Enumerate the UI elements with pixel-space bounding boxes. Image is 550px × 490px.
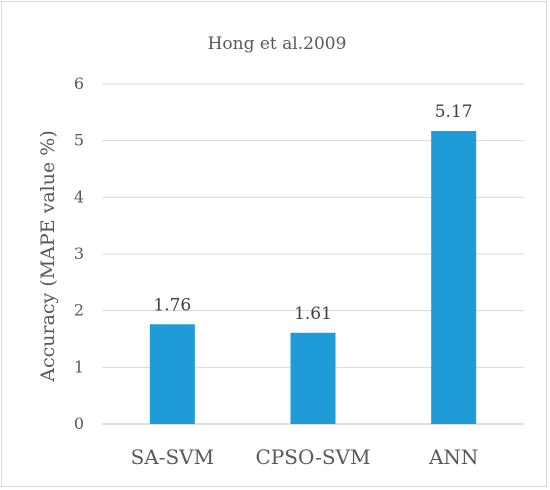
bar-cpso-svm (290, 332, 336, 424)
y-tick-label-3: 3 (74, 244, 84, 263)
bars: 1.76 SA-SVM 1.61 CPSO-SVM 5.17 ANN (131, 102, 479, 469)
y-axis-label: Accuracy (MAPE value %) (37, 130, 59, 382)
y-tick-label-1: 1 (74, 357, 84, 376)
data-label-cpso-svm: 1.61 (294, 304, 332, 324)
x-tick-label-ann: ANN (428, 445, 478, 469)
chart-title: Hong et al.2009 (208, 34, 347, 54)
bar-sa-svm (149, 324, 195, 424)
bar-ann (431, 131, 477, 425)
y-tick-label-5: 5 (74, 131, 84, 150)
y-tick-label-0: 0 (74, 414, 84, 433)
y-tick-label-4: 4 (74, 187, 84, 206)
y-tick-label-2: 2 (74, 301, 84, 320)
x-tick-label-sa-svm: SA-SVM (131, 445, 215, 469)
data-label-sa-svm: 1.76 (153, 295, 191, 315)
data-label-ann: 5.17 (435, 102, 473, 122)
y-tick-label-6: 6 (74, 74, 84, 93)
x-tick-label-cpso-svm: CPSO-SVM (256, 445, 371, 469)
